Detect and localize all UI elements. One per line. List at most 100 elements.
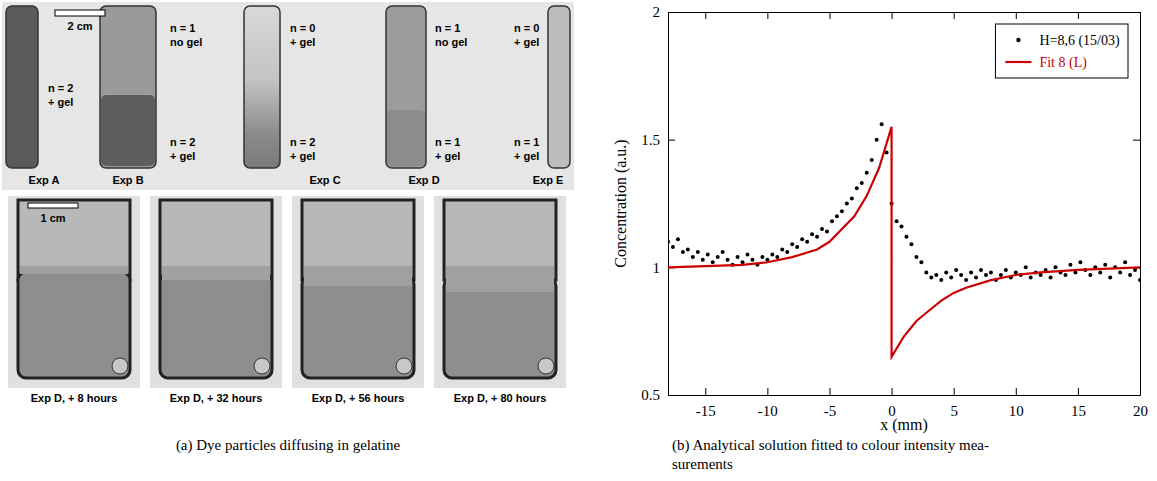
tick: [1133, 12, 1140, 13]
tick: [1133, 140, 1140, 141]
experiment-label: Exp C: [309, 174, 340, 186]
tube-label: + gel: [435, 150, 460, 162]
gel-bottom: [302, 276, 414, 378]
legend-swatch: [1016, 38, 1020, 42]
tick-mark: [829, 388, 830, 395]
legend: H=8,6 (15/03)Fit 8 (L): [995, 24, 1128, 78]
tick: [829, 12, 830, 19]
data-point: [974, 276, 978, 280]
scale-bar: [28, 203, 78, 208]
data-point: [1138, 278, 1140, 282]
tick: 15: [1071, 388, 1086, 419]
tube-bottom: [387, 110, 425, 166]
tube: [548, 6, 570, 168]
data-point: [1098, 270, 1102, 274]
data-point: [984, 273, 988, 277]
tick-mark: [892, 12, 893, 19]
data-point: [989, 270, 993, 274]
tube-label: + gel: [290, 36, 315, 48]
data-point: [770, 253, 774, 257]
y-axis-right: [1133, 13, 1141, 396]
data-point: [785, 250, 789, 254]
tick: [1078, 12, 1079, 19]
tick: -15: [696, 388, 716, 419]
time-caption: Exp D, + 8 hours: [31, 392, 118, 404]
tube: [386, 6, 426, 168]
tube-label: no gel: [435, 36, 467, 48]
data-point: [721, 250, 725, 254]
tick-label: 2: [653, 4, 661, 20]
tick-label: -10: [758, 403, 778, 419]
tick-label: 20: [1133, 403, 1148, 419]
tube-label: n = 0: [290, 22, 315, 34]
data-point: [954, 268, 958, 272]
experiment-label: Exp D: [408, 174, 439, 186]
data-point: [904, 235, 908, 239]
gradient-band: [162, 266, 270, 280]
data-point: [999, 273, 1003, 277]
tube-label: n = 1: [170, 22, 195, 34]
gradient-band: [20, 266, 128, 274]
tube-label: no gel: [170, 36, 202, 48]
legend-swatch: [1005, 61, 1031, 63]
data-point: [1128, 273, 1132, 277]
data-point: [745, 253, 749, 257]
tick: [954, 12, 955, 19]
tick: 2: [653, 4, 676, 20]
gel-bottom: [160, 274, 272, 378]
data-point: [681, 250, 685, 254]
data-point: [1078, 260, 1082, 264]
tube: [6, 6, 38, 168]
fit-line: [668, 127, 1140, 357]
gradient-band: [304, 266, 412, 286]
data-point: [760, 255, 764, 259]
gel-bottom: [18, 272, 130, 378]
data-point: [790, 242, 794, 246]
data-point: [726, 258, 730, 262]
time-caption: Exp D, + 56 hours: [312, 392, 405, 404]
tick-mark: [668, 395, 675, 396]
caption: (a) Dye particles diffusing in gelatine: [176, 437, 401, 454]
data-point: [686, 247, 690, 251]
data-point: [1123, 260, 1127, 264]
tick-mark: [1016, 12, 1017, 19]
data-point: [919, 260, 923, 264]
photo-strip: [2, 2, 574, 190]
tube: [100, 6, 156, 168]
gel-top: [160, 200, 272, 280]
photo-frame: [292, 196, 424, 388]
data-point: [716, 255, 720, 259]
data-point: [820, 227, 824, 231]
data-point: [668, 240, 670, 244]
data-point: [845, 202, 849, 206]
data-point: [1049, 276, 1053, 280]
tick-label: 1.5: [641, 132, 660, 148]
data-point: [1063, 273, 1067, 277]
data-point: [1103, 263, 1107, 267]
tick: 10: [1009, 388, 1024, 419]
data-point: [775, 255, 779, 259]
tick: -5: [824, 388, 837, 419]
data-point: [825, 230, 829, 234]
tube: [244, 6, 280, 168]
gel-top: [18, 200, 130, 280]
chart: -15-10-5051015200.511.52x (mm)Concentrat…: [612, 4, 1148, 434]
tick-mark: [767, 12, 768, 19]
data-point: [1088, 273, 1092, 277]
tick: [892, 12, 893, 19]
legend-label: Fit 8 (L): [1039, 55, 1087, 71]
data-point: [969, 270, 973, 274]
x-axis-title: x (mm): [880, 416, 928, 434]
data-point: [870, 158, 874, 162]
tick: [1133, 395, 1140, 396]
photo-frame: [434, 196, 566, 388]
tick-mark: [1016, 388, 1017, 395]
data-point: [964, 278, 968, 282]
tick-label: 0.5: [641, 387, 660, 403]
photo-panel: 2 cmn = 2+ geln = 1no geln = 2+ geln = 0…: [2, 2, 574, 404]
tick: 0: [888, 388, 896, 419]
tick-mark: [954, 388, 955, 395]
data-point: [900, 224, 904, 228]
tube-bottom: [101, 95, 155, 166]
data-point: [959, 273, 963, 277]
